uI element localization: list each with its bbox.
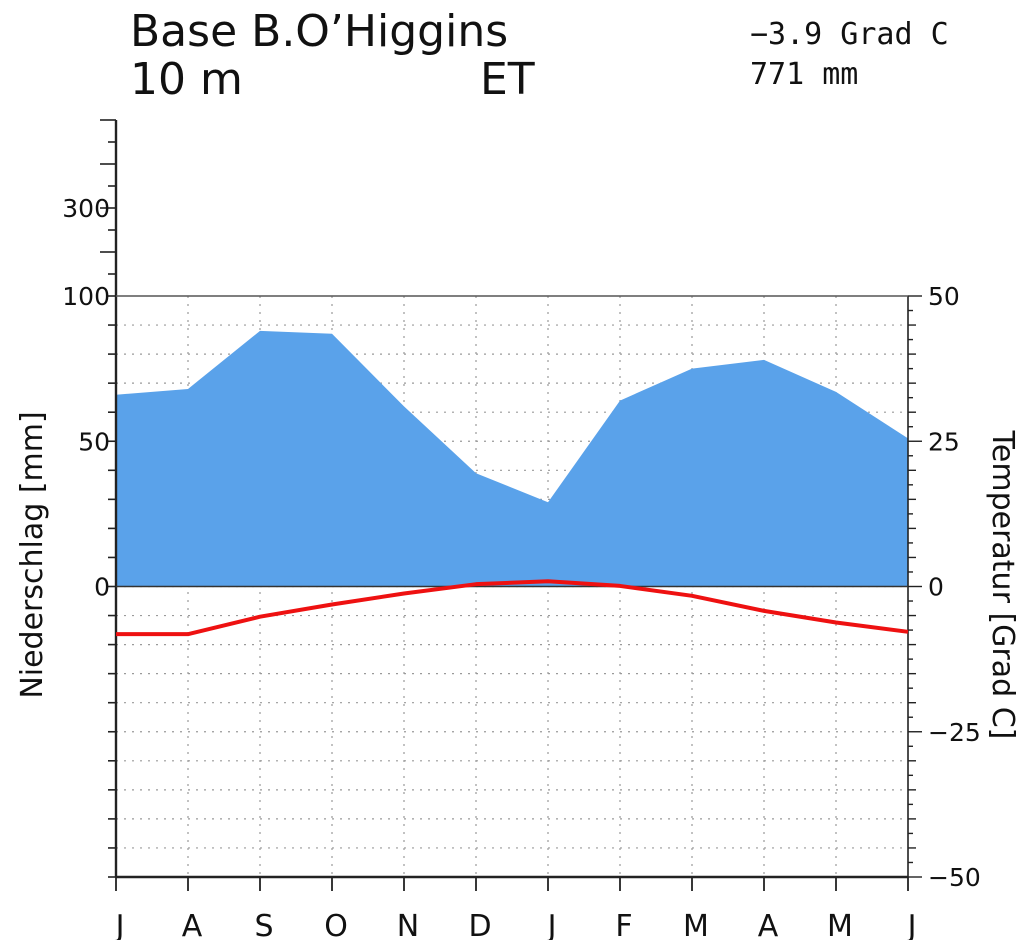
- month-label: A: [182, 909, 203, 940]
- month-label: O: [324, 909, 348, 940]
- month-label: M: [827, 909, 853, 940]
- month-label: N: [397, 909, 419, 940]
- climate-classification: ET: [480, 54, 535, 105]
- left-tick-label: 50: [78, 427, 110, 456]
- station-name: Base B.O’Higgins: [130, 6, 508, 57]
- right-tick-label: 50: [928, 282, 960, 311]
- right-tick-label: −50: [928, 863, 981, 892]
- right-tick-label: 0: [928, 573, 944, 602]
- month-label: S: [254, 909, 273, 940]
- left-tick-label: 300: [62, 194, 110, 223]
- left-tick-label: 100: [62, 282, 110, 311]
- left-tick-label: 0: [94, 573, 110, 602]
- month-label: J: [546, 909, 557, 940]
- y-axis-label: Niederschlag [mm]: [15, 411, 50, 698]
- month-label: J: [114, 909, 125, 940]
- right-tick-label: 25: [928, 427, 960, 456]
- y2-axis-label: Temperatur [Grad C]: [985, 430, 1020, 740]
- month-label: J: [906, 909, 917, 940]
- annual-mean-temperature: −3.9 Grad C: [750, 17, 949, 52]
- month-label: F: [615, 909, 632, 940]
- month-label: D: [468, 909, 491, 940]
- month-label: A: [758, 909, 779, 940]
- axes: [100, 119, 922, 891]
- precipitation-area: [116, 330, 908, 587]
- station-elevation: 10 m: [130, 54, 243, 105]
- annual-precipitation: 771 mm: [750, 57, 858, 92]
- temperature-line: [116, 579, 909, 637]
- right-tick-label: −25: [928, 718, 981, 747]
- tick-labels: 0 50 100 300 50 25 0 −25 −50: [62, 194, 980, 892]
- month-label: M: [683, 909, 709, 940]
